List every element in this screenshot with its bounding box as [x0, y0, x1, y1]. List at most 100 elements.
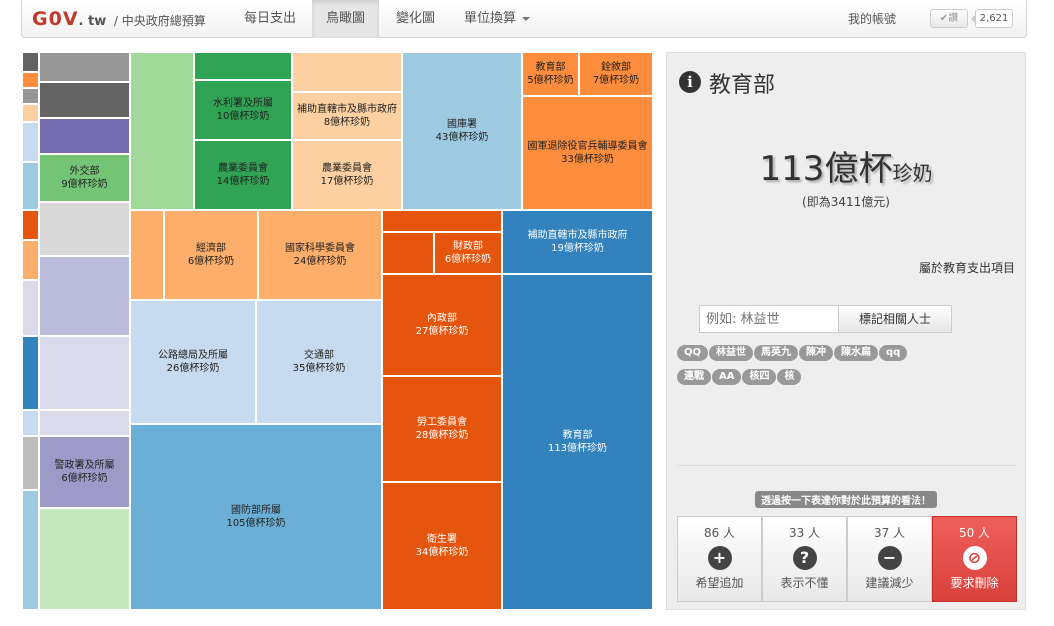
big-unit: 億杯 [824, 149, 893, 189]
tag-item[interactable]: 陳冲 [799, 345, 834, 361]
treemap-cell[interactable] [22, 88, 39, 104]
vote-label: 要求刪除 [950, 576, 999, 590]
treemap-cell[interactable] [39, 336, 130, 410]
treemap-cell[interactable] [130, 210, 164, 300]
treemap-cell[interactable] [39, 118, 130, 154]
cell-name: 勞工委員會 [417, 417, 467, 428]
treemap-cell[interactable] [39, 410, 130, 436]
info-icon: i [679, 71, 701, 93]
nav-daily-spending[interactable]: 每日支出 [244, 11, 297, 26]
treemap-cell-waijiao[interactable]: 外交部 9億杯珍奶 [39, 154, 130, 202]
budget-sub-value: (即為3411億元) [802, 195, 890, 209]
treemap-cell-gonglu[interactable]: 公路總局及所屬 26億杯珍奶 [130, 300, 256, 424]
cell-value: 28億杯珍奶 [415, 430, 469, 441]
tag-person-button[interactable]: 標記相關人士 [838, 305, 952, 333]
treemap-cell-jiaotong[interactable]: 交通部 35億杯珍奶 [256, 300, 382, 424]
cell-value: 19億杯珍奶 [551, 243, 604, 254]
tag-item[interactable]: 馬英九 [754, 345, 799, 361]
treemap-cell[interactable] [22, 162, 39, 210]
treemap-cell-tuichu[interactable]: 國軍退除役官兵輔導委員會 33億杯珍奶 [522, 96, 653, 210]
cell-value: 8億杯珍奶 [323, 117, 371, 128]
tag-item[interactable]: qq [879, 345, 908, 361]
brand-tld: . tw [78, 14, 107, 29]
treemap-cell-neizheng[interactable]: 內政部 27億杯珍奶 [382, 274, 502, 376]
treemap-cell[interactable] [382, 210, 502, 232]
vote-label: 表示不懂 [780, 576, 829, 590]
my-account-link[interactable]: 我的帳號 [848, 12, 897, 26]
tag-item[interactable]: 陳水扁 [834, 345, 879, 361]
tag-item[interactable]: 核四 [742, 369, 777, 385]
treemap-cell[interactable] [39, 82, 130, 118]
treemap-cell[interactable] [39, 202, 130, 256]
treemap-cell-jingji[interactable]: 經濟部 6億杯珍奶 [164, 210, 258, 300]
check-icon: ✔ [939, 13, 949, 24]
tag-item[interactable]: 連戰 [677, 369, 711, 385]
treemap-cell[interactable] [22, 52, 39, 72]
budget-treemap: 外交部 9億杯珍奶 警政署及所屬 6億杯珍奶 水利署及所屬 10億杯珍奶 農業委員會 1… [22, 52, 653, 610]
nav-unit-convert[interactable]: 單位換算 [450, 0, 544, 38]
big-suffix: 珍奶 [892, 161, 933, 185]
treemap-cell[interactable] [22, 436, 39, 490]
tag-person-input[interactable] [699, 305, 839, 333]
treemap-cell[interactable] [292, 52, 402, 92]
vote-decrease-button[interactable]: 37 人 − 建議減少 [847, 516, 932, 602]
treemap-cell[interactable] [194, 52, 292, 80]
vote-prompt: 透過按一下表達你對於此預算的看法！ [667, 489, 1025, 508]
cell-value: 6億杯珍奶 [187, 256, 235, 267]
tag-item[interactable]: AA [712, 369, 742, 385]
treemap-cell[interactable] [22, 280, 39, 336]
treemap-cell-jingzheng[interactable]: 警政署及所屬 6億杯珍奶 [39, 436, 130, 508]
treemap-cell[interactable] [22, 72, 39, 88]
tag-item[interactable]: 林益世 [709, 345, 754, 361]
nav-overview[interactable]: 鳥瞰圖 [312, 0, 380, 38]
treemap-cell-jiaoyu[interactable]: 教育部 113億杯珍奶 [502, 274, 653, 610]
treemap-cell[interactable] [130, 52, 194, 210]
treemap-cell-buzhu1[interactable]: 補助直轄市及縣市政府 8億杯珍奶 [292, 92, 402, 140]
vote-label: 希望追加 [695, 576, 744, 590]
vote-count: 33 人 [788, 526, 821, 540]
treemap-cell[interactable] [22, 122, 39, 162]
like-count: 2,621 [971, 9, 1013, 28]
treemap-cell-nongye2[interactable]: 農業委員會 17億杯珍奶 [292, 140, 402, 210]
treemap-cell[interactable] [22, 240, 39, 280]
brand-main: G0V [32, 8, 79, 30]
treemap-cell-quanxu[interactable]: 銓敘部 7億杯珍奶 [579, 52, 653, 96]
treemap-cell-nongye1[interactable]: 農業委員會 14億杯珍奶 [194, 140, 292, 210]
like-button[interactable]: ✔讚 [930, 9, 968, 28]
treemap-cell-kexue[interactable]: 國家科學委員會 24億杯珍奶 [258, 210, 382, 300]
treemap-cell-weisheng[interactable]: 衛生署 34億杯珍奶 [382, 482, 502, 610]
cell-name: 農業委員會 [218, 163, 268, 174]
treemap-cell[interactable] [39, 256, 130, 336]
treemap-cell-laogong[interactable]: 勞工委員會 28億杯珍奶 [382, 376, 502, 482]
treemap-cell[interactable] [39, 52, 130, 82]
treemap-cell-shuili[interactable]: 水利署及所屬 10億杯珍奶 [194, 80, 292, 140]
treemap-cell[interactable] [22, 210, 39, 240]
treemap-cell[interactable] [22, 104, 39, 122]
treemap-cell[interactable] [39, 508, 130, 610]
cell-name: 國庫署 [447, 119, 477, 130]
treemap-cell-guofang[interactable]: 國防部所屬 105億杯珍奶 [130, 424, 382, 610]
cell-name: 公路總局及所屬 [158, 350, 228, 361]
brand-logo[interactable]: G0V. tw / 中央政府總預算 [32, 8, 206, 30]
vote-confused-button[interactable]: 33 人 ? 表示不懂 [762, 516, 847, 602]
cell-value: 17億杯珍奶 [320, 176, 374, 187]
treemap-cell[interactable] [22, 410, 39, 436]
treemap-cell-guoku[interactable]: 國庫署 43億杯珍奶 [402, 52, 522, 210]
vote-delete-button[interactable]: 50 人 ⊘ 要求刪除 [932, 516, 1017, 602]
treemap-cell-buzhu2[interactable]: 補助直轄市及縣市政府 19億杯珍奶 [502, 210, 653, 274]
vote-increase-button[interactable]: 86 人 + 希望追加 [677, 516, 762, 602]
tag-item[interactable]: QQ [677, 345, 709, 361]
treemap-cell-jiaoyu-small[interactable]: 教育部 5億杯珍奶 [522, 52, 579, 96]
nav-changes[interactable]: 變化圖 [396, 11, 436, 26]
treemap-cell-caizheng[interactable]: 財政部 6億杯珍奶 [434, 232, 502, 274]
treemap-cell[interactable] [22, 490, 39, 610]
related-category-link[interactable]: 屬於教育支出項目 [918, 261, 1015, 275]
cell-name: 水利署及所屬 [213, 98, 273, 109]
cell-name: 交通部 [304, 350, 334, 361]
treemap-cell[interactable] [382, 232, 434, 274]
cell-value: 27億杯珍奶 [415, 326, 469, 337]
cell-name: 國防部所屬 [231, 505, 281, 516]
tag-item[interactable]: 核 [777, 369, 802, 385]
cell-name: 國家科學委員會 [285, 243, 355, 254]
treemap-cell[interactable] [22, 336, 39, 410]
